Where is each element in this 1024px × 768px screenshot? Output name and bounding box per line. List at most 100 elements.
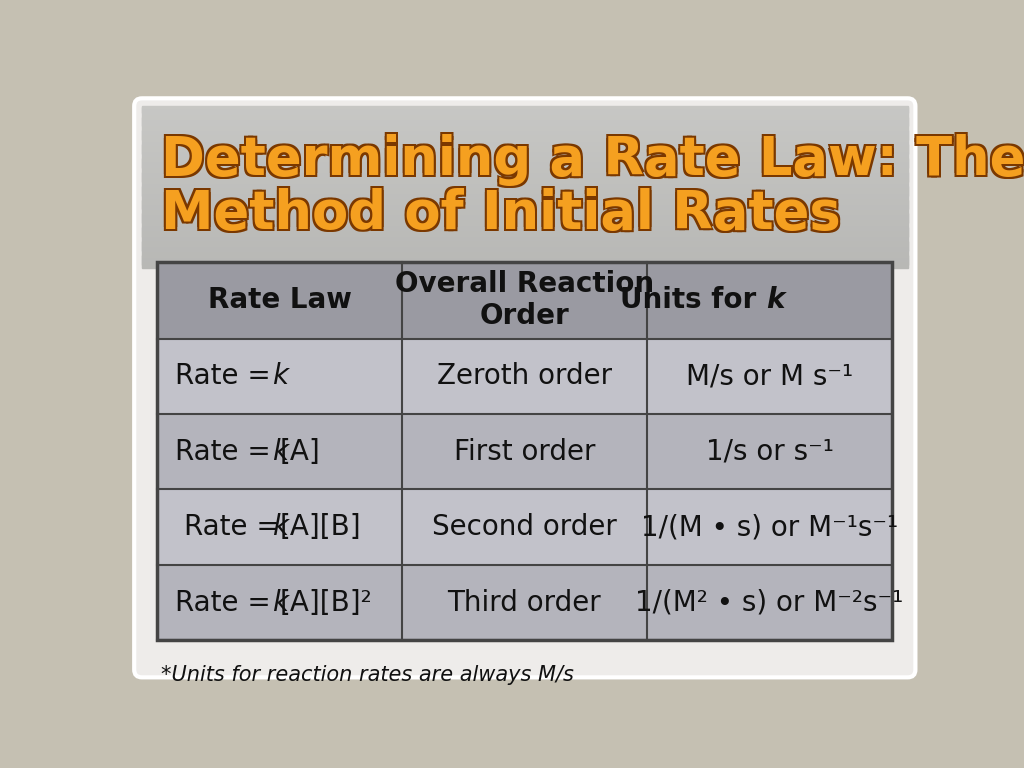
Bar: [142, 114, 907, 115]
Bar: [142, 250, 907, 253]
Bar: [142, 127, 907, 130]
Bar: [142, 183, 907, 184]
Bar: [142, 240, 907, 242]
Bar: [142, 256, 907, 258]
Bar: [142, 106, 907, 108]
Bar: [142, 119, 907, 121]
Bar: [142, 117, 907, 118]
Text: Third order: Third order: [447, 588, 601, 617]
Bar: [142, 154, 907, 155]
Bar: [142, 258, 907, 260]
Text: M/s or M s⁻¹: M/s or M s⁻¹: [686, 362, 853, 390]
Bar: [142, 180, 907, 182]
Bar: [142, 178, 907, 180]
Text: Rate =: Rate =: [175, 438, 280, 465]
Bar: [142, 151, 907, 152]
Bar: [142, 247, 907, 249]
Bar: [142, 194, 907, 195]
Bar: [142, 135, 907, 137]
Text: Determining a Rate Law: The: Determining a Rate Law: The: [159, 136, 1023, 188]
Bar: [142, 260, 907, 262]
Bar: [142, 223, 907, 224]
Bar: [142, 131, 907, 133]
Bar: [142, 111, 907, 113]
Bar: [142, 219, 907, 221]
Text: k: k: [271, 438, 288, 465]
Bar: [142, 266, 907, 269]
Bar: [142, 147, 907, 149]
Bar: [142, 116, 907, 118]
Bar: [142, 203, 907, 205]
Bar: [142, 199, 907, 200]
Bar: [142, 264, 907, 266]
Bar: [142, 159, 907, 161]
Text: k: k: [271, 588, 288, 617]
Bar: [158, 565, 892, 641]
Bar: [142, 242, 907, 243]
Bar: [142, 250, 907, 251]
Text: Zeroth order: Zeroth order: [437, 362, 612, 390]
Bar: [142, 235, 907, 237]
Bar: [142, 174, 907, 176]
Bar: [142, 196, 907, 197]
Bar: [142, 170, 907, 171]
Bar: [142, 111, 907, 112]
Bar: [142, 207, 907, 209]
Bar: [142, 189, 907, 191]
Bar: [142, 216, 907, 218]
Text: 1/s or s⁻¹: 1/s or s⁻¹: [706, 438, 834, 465]
Bar: [142, 148, 907, 150]
Bar: [142, 109, 907, 111]
Text: Method of Initial Rates: Method of Initial Rates: [162, 190, 842, 241]
Bar: [142, 172, 907, 174]
Bar: [142, 210, 907, 213]
Bar: [142, 179, 907, 181]
Bar: [142, 227, 907, 229]
Bar: [142, 127, 907, 128]
Bar: [158, 339, 892, 414]
Bar: [142, 201, 907, 203]
Bar: [142, 190, 907, 192]
Bar: [142, 245, 907, 247]
Bar: [142, 186, 907, 187]
Text: Second order: Second order: [432, 513, 616, 541]
Bar: [142, 144, 907, 146]
Bar: [142, 170, 907, 173]
Text: Determining a Rate Law: The: Determining a Rate Law: The: [159, 132, 1023, 184]
Bar: [142, 229, 907, 230]
Bar: [142, 161, 907, 163]
Text: First order: First order: [454, 438, 595, 465]
Bar: [142, 217, 907, 219]
Bar: [142, 197, 907, 200]
Bar: [142, 243, 907, 245]
Bar: [142, 210, 907, 211]
Bar: [142, 204, 907, 206]
Bar: [142, 191, 907, 193]
Bar: [142, 214, 907, 216]
Bar: [142, 168, 907, 170]
Bar: [142, 207, 907, 208]
Text: Units for: Units for: [621, 286, 766, 314]
Bar: [142, 220, 907, 222]
Bar: [142, 194, 907, 197]
Bar: [142, 226, 907, 227]
Bar: [142, 134, 907, 136]
Text: Overall Reaction
Order: Overall Reaction Order: [395, 270, 654, 330]
Text: Determining a Rate Law: The: Determining a Rate Law: The: [162, 135, 1024, 187]
Bar: [142, 237, 907, 238]
Bar: [142, 108, 907, 110]
Bar: [142, 253, 907, 254]
Bar: [142, 118, 907, 120]
Text: Method of Initial Rates: Method of Initial Rates: [159, 187, 839, 238]
Bar: [142, 192, 907, 194]
Text: [A]: [A]: [280, 438, 321, 465]
Bar: [142, 257, 907, 259]
Bar: [142, 167, 907, 169]
Bar: [142, 200, 907, 202]
Bar: [142, 185, 907, 187]
Bar: [142, 140, 907, 141]
Bar: [142, 188, 907, 190]
Text: Rate =: Rate =: [184, 513, 280, 541]
Bar: [142, 164, 907, 166]
Bar: [142, 197, 907, 198]
